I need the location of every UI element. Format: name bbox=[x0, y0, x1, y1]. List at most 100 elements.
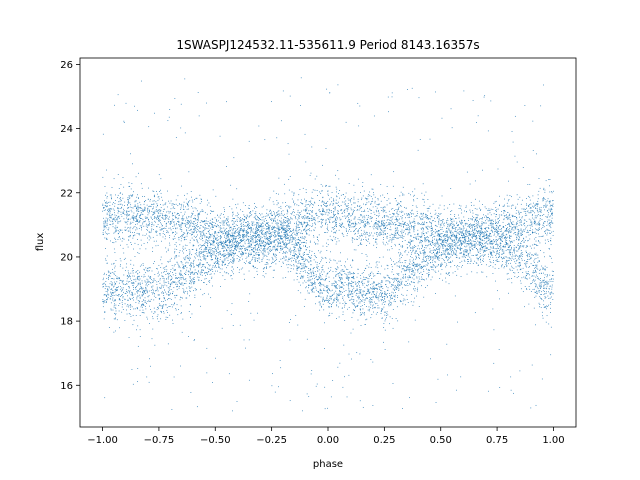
data-point bbox=[330, 239, 332, 241]
data-point bbox=[525, 261, 527, 262]
data-point bbox=[353, 218, 355, 220]
data-point bbox=[229, 254, 231, 256]
data-point bbox=[525, 247, 527, 248]
data-point bbox=[194, 288, 196, 289]
data-point bbox=[330, 296, 332, 298]
data-point bbox=[431, 232, 433, 234]
data-point bbox=[127, 207, 129, 209]
data-point bbox=[389, 281, 391, 283]
data-point bbox=[410, 213, 412, 215]
data-point bbox=[148, 206, 150, 207]
data-point bbox=[364, 217, 366, 219]
data-point bbox=[511, 227, 513, 228]
data-point bbox=[456, 266, 458, 268]
data-point bbox=[434, 221, 436, 222]
data-point bbox=[547, 221, 548, 223]
data-point bbox=[449, 204, 451, 205]
data-point bbox=[226, 245, 228, 247]
data-point bbox=[463, 242, 465, 244]
data-point bbox=[127, 218, 129, 220]
data-point bbox=[131, 306, 133, 308]
data-point bbox=[294, 204, 295, 206]
data-point bbox=[436, 265, 438, 267]
data-point bbox=[383, 306, 385, 308]
data-point bbox=[141, 303, 143, 305]
data-point bbox=[110, 295, 111, 297]
data-point bbox=[503, 250, 505, 252]
data-point bbox=[524, 219, 526, 221]
data-point bbox=[401, 223, 403, 225]
data-point bbox=[167, 312, 168, 313]
data-point bbox=[484, 238, 485, 239]
data-point bbox=[276, 212, 278, 214]
data-point bbox=[449, 272, 450, 274]
data-point bbox=[427, 262, 429, 264]
data-point bbox=[138, 198, 139, 199]
data-point bbox=[278, 177, 280, 179]
data-point bbox=[478, 223, 480, 225]
data-point bbox=[487, 213, 489, 215]
data-point bbox=[428, 270, 430, 271]
data-point bbox=[353, 211, 354, 212]
data-point bbox=[466, 250, 468, 252]
data-point bbox=[450, 266, 452, 268]
data-point bbox=[141, 295, 143, 297]
data-point bbox=[135, 289, 137, 290]
data-point bbox=[334, 238, 336, 240]
data-point bbox=[252, 257, 254, 258]
data-point bbox=[548, 247, 550, 249]
data-point bbox=[362, 220, 364, 222]
data-point bbox=[308, 220, 310, 222]
data-point bbox=[349, 221, 351, 223]
data-point bbox=[412, 265, 414, 266]
data-point bbox=[272, 373, 273, 375]
data-point bbox=[214, 261, 216, 263]
data-point bbox=[184, 238, 186, 240]
data-point bbox=[407, 232, 409, 234]
data-point bbox=[508, 260, 510, 261]
data-point bbox=[292, 255, 294, 257]
data-point bbox=[293, 192, 295, 194]
data-point bbox=[237, 232, 239, 234]
data-point bbox=[518, 212, 520, 213]
data-point bbox=[223, 256, 224, 258]
data-point bbox=[350, 273, 352, 275]
data-point bbox=[482, 246, 484, 248]
data-point bbox=[139, 309, 141, 311]
data-point bbox=[356, 236, 358, 237]
data-point bbox=[521, 234, 523, 236]
data-point bbox=[183, 279, 185, 281]
data-point bbox=[248, 379, 250, 381]
data-point bbox=[465, 246, 467, 248]
data-point bbox=[358, 292, 360, 294]
data-point bbox=[549, 274, 551, 276]
data-point bbox=[107, 201, 109, 203]
data-point bbox=[256, 227, 258, 229]
data-point bbox=[288, 226, 290, 227]
data-point bbox=[182, 276, 184, 278]
data-point bbox=[508, 180, 509, 182]
data-point bbox=[338, 279, 340, 281]
data-point bbox=[501, 236, 502, 238]
data-point bbox=[457, 321, 458, 323]
data-point bbox=[365, 233, 367, 235]
data-point bbox=[489, 209, 491, 211]
data-point bbox=[273, 227, 275, 229]
data-point bbox=[297, 226, 299, 228]
data-point bbox=[147, 270, 149, 272]
data-point bbox=[504, 237, 506, 238]
data-point bbox=[335, 299, 337, 300]
data-point bbox=[471, 271, 473, 273]
data-point bbox=[379, 257, 381, 259]
data-point bbox=[389, 316, 391, 318]
data-point bbox=[455, 250, 457, 252]
data-point bbox=[379, 234, 381, 236]
data-point bbox=[153, 240, 155, 242]
data-point bbox=[472, 249, 474, 250]
data-point bbox=[184, 247, 186, 249]
data-point bbox=[339, 276, 341, 278]
data-point bbox=[164, 299, 166, 301]
data-point bbox=[322, 211, 324, 212]
data-point bbox=[249, 246, 251, 247]
data-point bbox=[455, 238, 457, 240]
